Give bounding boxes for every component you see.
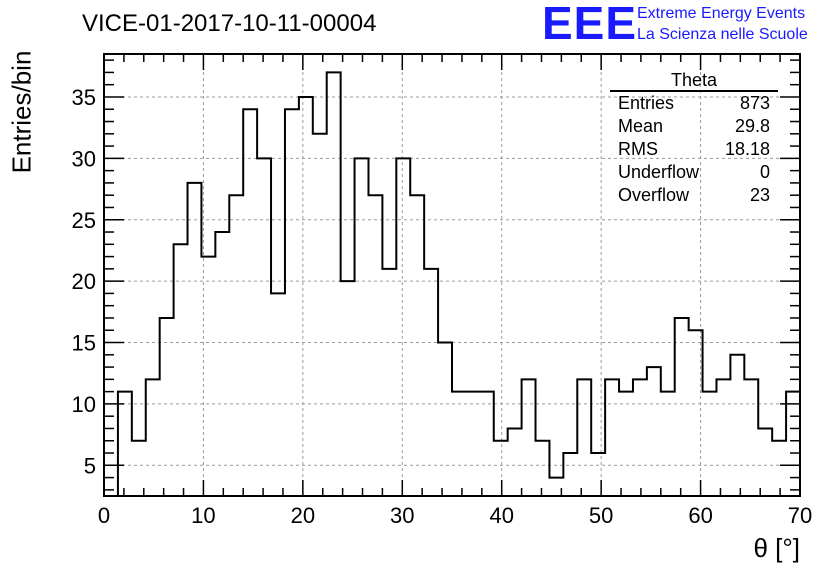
stats-label: Mean bbox=[618, 116, 664, 136]
y-tick-label: 30 bbox=[72, 146, 96, 171]
stats-label: Underflow bbox=[618, 162, 700, 182]
y-tick-label: 5 bbox=[84, 453, 96, 478]
axis-ticks: 0 10 20 30 40 50 60 70 5 10 15 20 25 30 35 bbox=[72, 54, 812, 528]
x-tick-label: 70 bbox=[788, 503, 812, 528]
y-tick-label: 15 bbox=[72, 331, 96, 356]
x-tick-label: 0 bbox=[98, 503, 110, 528]
x-tick-label: 50 bbox=[589, 503, 613, 528]
logo-caption: Extreme Energy Events La Scienza nelle S… bbox=[637, 3, 808, 45]
stats-label: RMS bbox=[618, 139, 658, 159]
x-tick-label: 60 bbox=[688, 503, 712, 528]
histogram-line bbox=[116, 71, 800, 496]
x-tick-label: 20 bbox=[291, 503, 315, 528]
stats-label: Overflow bbox=[618, 185, 690, 205]
y-tick-label: 20 bbox=[72, 269, 96, 294]
logo-line-1: Extreme Energy Events bbox=[637, 5, 806, 22]
grid-lines bbox=[104, 54, 800, 496]
stats-row-rms: RMS 18.18 bbox=[610, 138, 778, 161]
y-axis-label-text: Entries/bin bbox=[6, 50, 37, 174]
y-tick-label: 25 bbox=[72, 208, 96, 233]
x-axis-label: θ [°] bbox=[753, 533, 800, 563]
chart-title: VICE-01-2017-10-11-00004 bbox=[82, 10, 377, 37]
stats-value: 23 bbox=[749, 185, 770, 205]
stats-row-entries: Entries 873 bbox=[610, 92, 778, 115]
stats-value: 18.18 bbox=[724, 139, 770, 159]
stats-value: 29.8 bbox=[734, 116, 770, 136]
stats-box: Theta Entries 873 Mean 29.8 RMS 18.18 Un… bbox=[610, 70, 778, 207]
stats-row-underflow: Underflow 0 bbox=[610, 161, 778, 184]
y-tick-label: 10 bbox=[72, 392, 96, 417]
stats-row-mean: Mean 29.8 bbox=[610, 115, 778, 138]
logo-line-2: La Scienza nelle Scuole bbox=[637, 26, 808, 43]
stats-label: Entries bbox=[618, 93, 675, 113]
x-tick-label: 30 bbox=[390, 503, 414, 528]
plot-frame bbox=[103, 53, 801, 497]
x-tick-label: 40 bbox=[489, 503, 513, 528]
stats-title: Theta bbox=[610, 70, 778, 92]
x-tick-label: 10 bbox=[191, 503, 215, 528]
eee-logo: EEE bbox=[542, 0, 638, 49]
stats-row-overflow: Overflow 23 bbox=[610, 184, 778, 207]
stats-value: 0 bbox=[759, 162, 770, 182]
y-tick-label: 35 bbox=[72, 85, 96, 110]
stats-value: 873 bbox=[739, 93, 770, 113]
